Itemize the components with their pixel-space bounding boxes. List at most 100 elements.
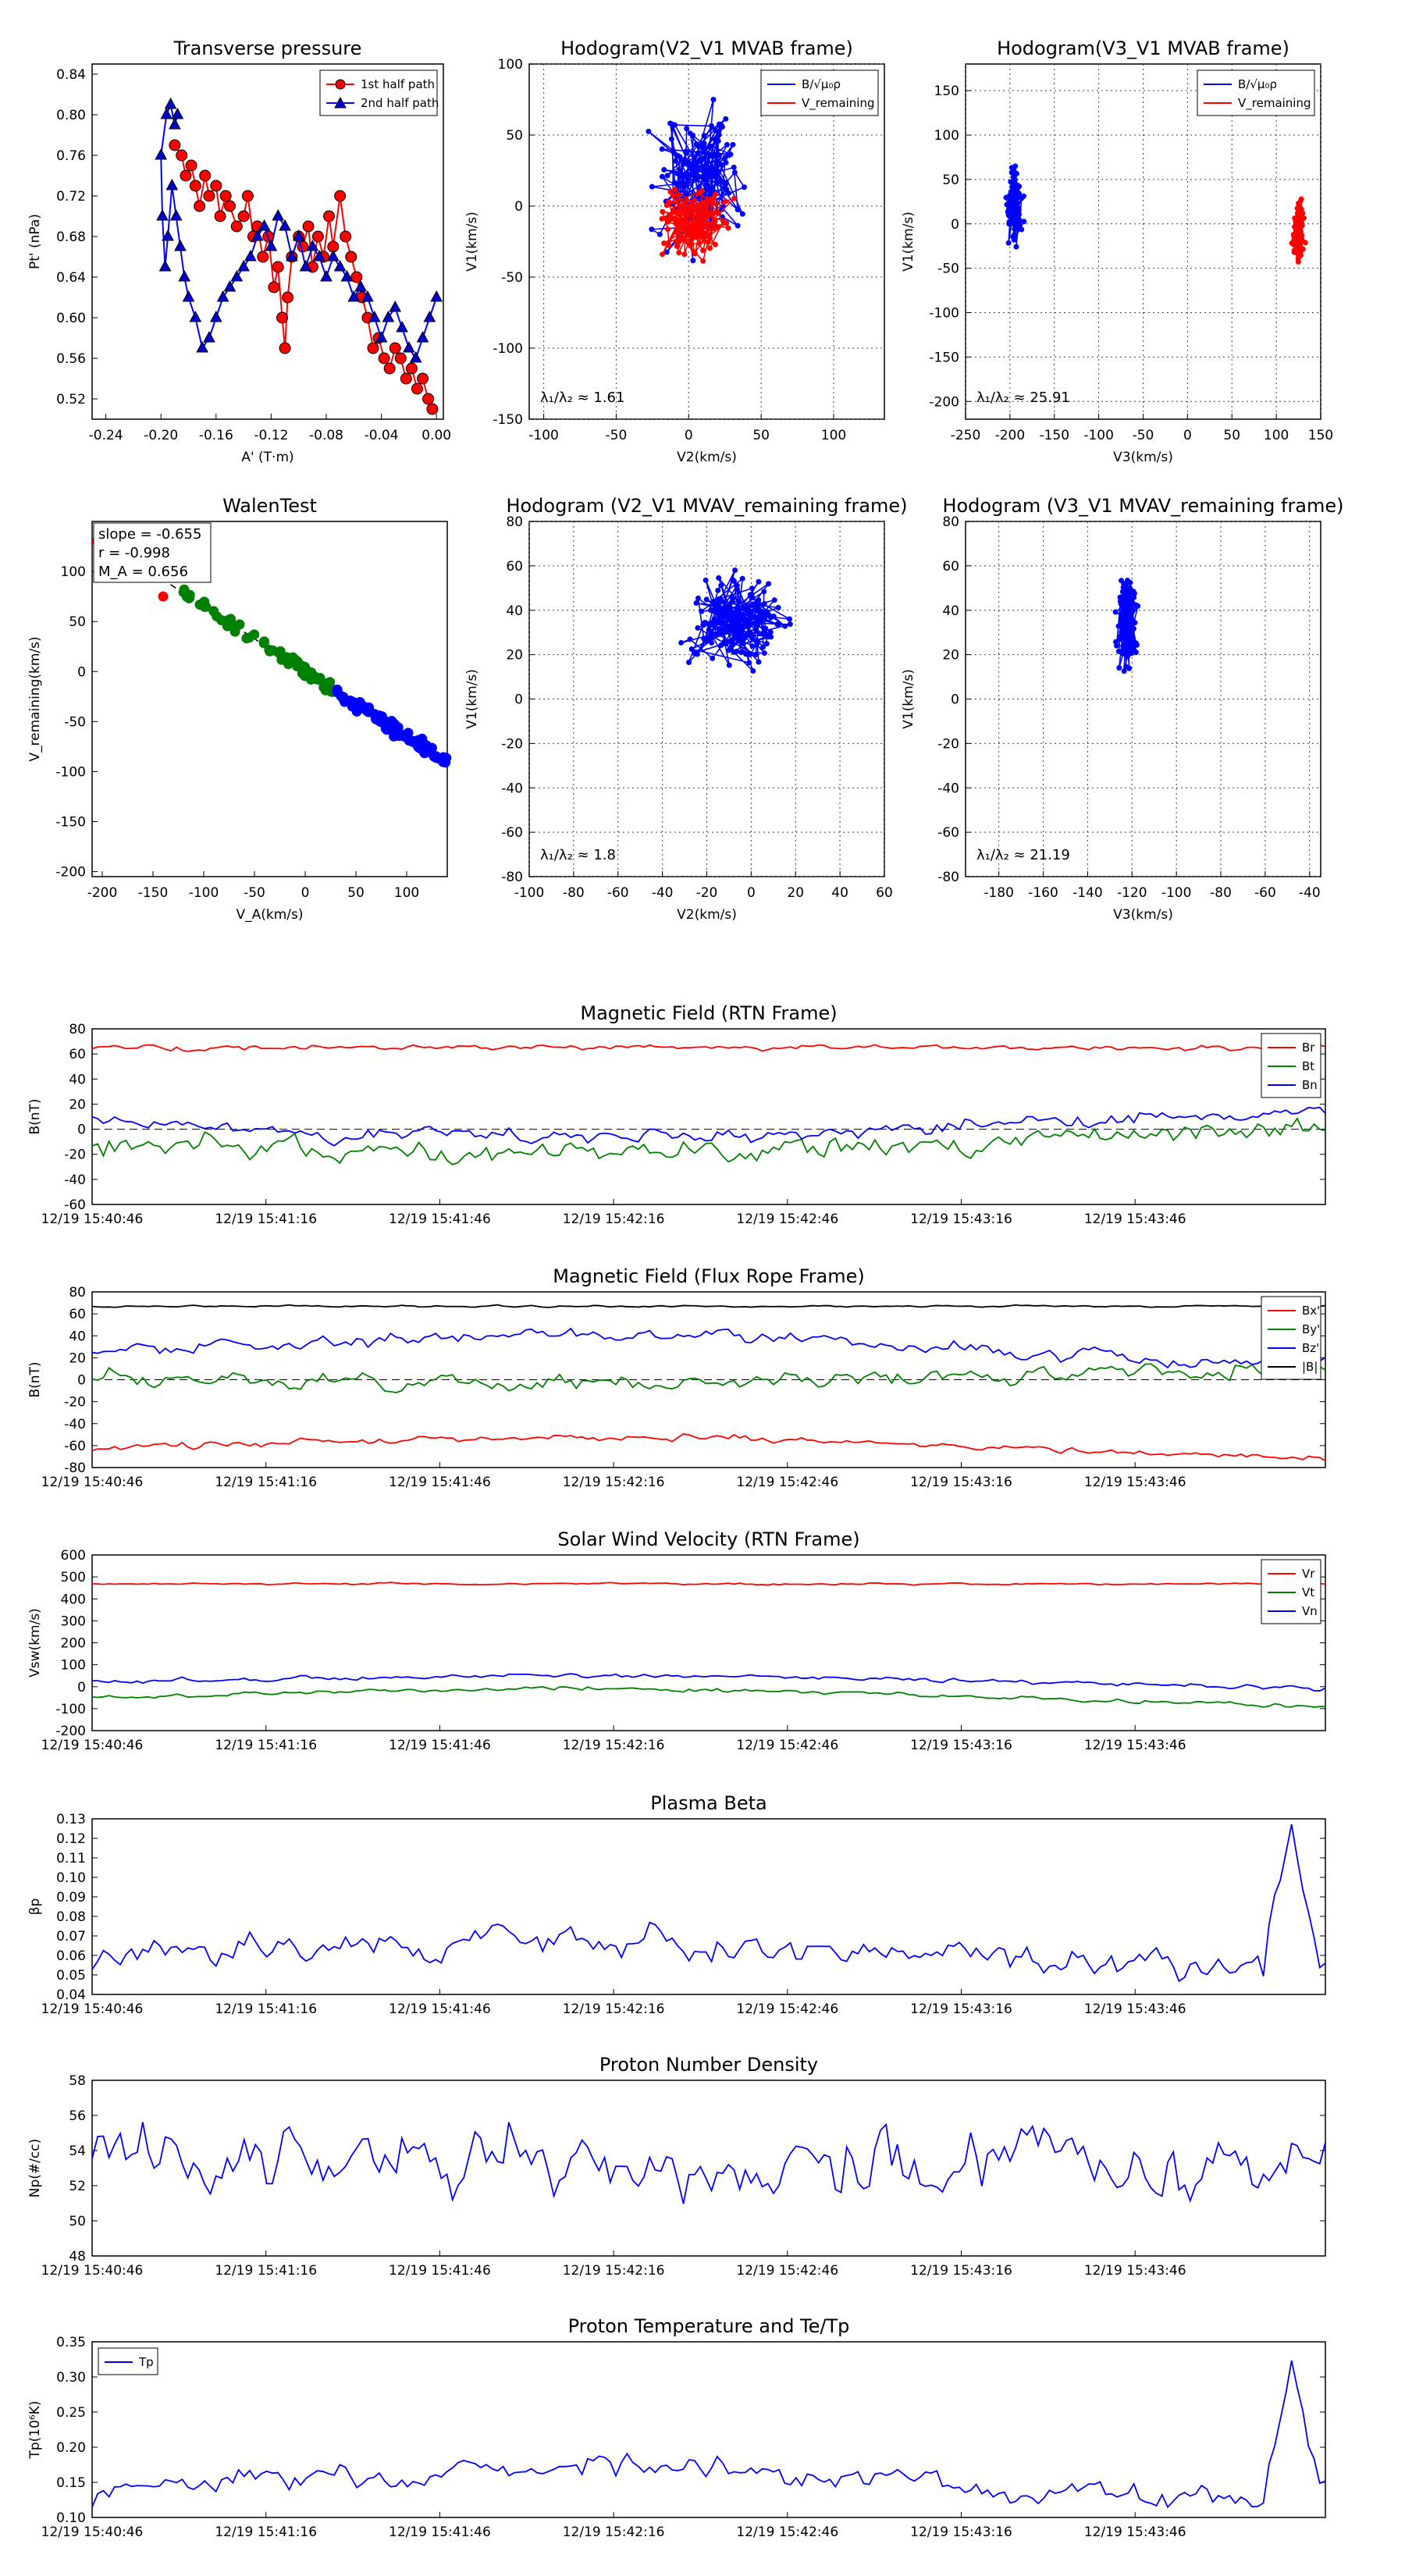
chart-proton-number-density: Proton Number Density 48 50 52 54 56 58 12/19 1… xyxy=(27,2054,1326,2279)
y-tick-label: 60 xyxy=(942,559,959,575)
data-point xyxy=(713,127,719,133)
data-point xyxy=(306,239,319,251)
y-tick-label: -80 xyxy=(64,1461,86,1476)
data-point xyxy=(702,209,708,215)
series-line-Vn xyxy=(91,1673,1326,1692)
data-point xyxy=(719,124,725,130)
data-point xyxy=(752,652,759,658)
legend-label: Vr xyxy=(1302,1567,1315,1581)
x-tick-label: 12/19 15:42:16 xyxy=(563,2524,665,2540)
legend-label: B/√μ₀ρ xyxy=(1238,77,1277,91)
x-tick-label: 50 xyxy=(347,885,365,901)
x-tick-label: 12/19 15:41:46 xyxy=(389,2001,491,2017)
data-point xyxy=(199,169,212,182)
x-tick-label: 12/19 15:42:46 xyxy=(736,2001,838,2017)
data-point xyxy=(203,190,215,202)
chart-magnetic-field-rtn: Magnetic Field (RTN Frame) -60 -40 -20 0 20 40… xyxy=(27,1002,1326,1227)
data-point xyxy=(756,659,762,665)
data-point xyxy=(715,137,721,144)
data-point xyxy=(695,166,702,173)
data-point xyxy=(286,249,298,262)
eigenvalue-ratio: λ₁/λ₂ ≈ 1.61 xyxy=(540,390,624,406)
x-tick-label: -200 xyxy=(995,428,1026,443)
data-point xyxy=(1300,246,1306,252)
y-tick-label: 0.30 xyxy=(56,2370,86,2386)
data-point xyxy=(732,568,738,574)
data-point xyxy=(234,619,245,630)
data-point xyxy=(249,629,260,640)
data-point xyxy=(666,242,672,248)
y-tick-label: 300 xyxy=(61,1614,86,1629)
data-point xyxy=(378,352,390,365)
data-point xyxy=(678,180,684,186)
data-point xyxy=(169,117,181,130)
data-point xyxy=(375,330,388,343)
data-point xyxy=(676,250,682,256)
x-tick-label: 12/19 15:41:16 xyxy=(215,1738,317,1753)
data-point xyxy=(701,176,707,183)
data-point xyxy=(426,742,437,753)
data-point xyxy=(340,269,354,282)
data-point xyxy=(158,591,169,602)
data-point xyxy=(739,211,745,217)
data-point xyxy=(747,652,753,658)
data-point xyxy=(216,290,229,302)
series-line-Np xyxy=(91,2122,1326,2204)
y-tick-label: -60 xyxy=(64,1439,86,1454)
series-line-|B| xyxy=(91,1304,1326,1308)
y-tick-label: 0.64 xyxy=(56,270,86,286)
data-point xyxy=(664,173,670,179)
data-point xyxy=(678,639,685,646)
y-tick-label: -100 xyxy=(55,764,86,780)
y-tick-label: 0 xyxy=(77,1373,86,1389)
x-tick-label: 50 xyxy=(1223,428,1240,443)
y-tick-label: 80 xyxy=(69,1022,86,1037)
x-tick-label: 12/19 15:42:46 xyxy=(736,2524,838,2540)
data-point xyxy=(311,230,324,243)
x-tick-label: 12/19 15:41:46 xyxy=(389,2524,491,2540)
data-point xyxy=(1010,178,1016,184)
y-tick-label: 0.68 xyxy=(56,229,86,245)
x-tick-label: 12/19 15:42:46 xyxy=(736,2263,838,2279)
chart-solar-wind-velocity: Solar Wind Velocity (RTN Frame) -200 -100 0… xyxy=(27,1528,1326,1753)
x-tick-label: -0.04 xyxy=(365,428,399,443)
y-tick-label: -40 xyxy=(501,781,523,796)
data-point xyxy=(219,190,232,202)
y-tick-label: 0 xyxy=(77,1680,86,1695)
data-point xyxy=(244,249,257,262)
data-point xyxy=(665,219,671,225)
y-axis-label: V1(km/s) xyxy=(464,212,480,272)
legend-label: B/√μ₀ρ xyxy=(802,77,841,91)
data-point xyxy=(158,259,172,272)
x-axis-label: V3(km/s) xyxy=(1113,450,1173,465)
data-point xyxy=(279,342,291,354)
data-point xyxy=(417,372,429,385)
data-point xyxy=(739,638,745,644)
data-point xyxy=(702,636,708,642)
y-tick-label: 48 xyxy=(69,2249,86,2265)
data-point xyxy=(683,227,689,233)
y-tick-label: -40 xyxy=(64,1172,86,1188)
y-tick-label: 0.07 xyxy=(56,1929,86,1944)
legend-label: V_remaining xyxy=(802,96,875,111)
data-point xyxy=(674,229,681,236)
data-point xyxy=(701,231,707,237)
x-tick-label: 12/19 15:43:16 xyxy=(910,1212,1012,1227)
y-tick-label: 100 xyxy=(61,564,86,580)
x-axis-label: A' (T·m) xyxy=(241,450,293,465)
data-point xyxy=(774,621,781,628)
x-tick-label: 12/19 15:43:16 xyxy=(910,1738,1012,1753)
data-point xyxy=(209,310,222,322)
data-point xyxy=(210,180,222,192)
y-axis-label: V1(km/s) xyxy=(464,669,480,729)
data-point xyxy=(710,200,717,206)
y-tick-label: 0 xyxy=(951,692,959,708)
y-tick-label: -20 xyxy=(501,736,523,752)
data-point xyxy=(723,628,729,635)
data-point xyxy=(212,610,222,621)
data-point xyxy=(696,240,702,247)
data-point xyxy=(1131,590,1137,596)
x-tick-label: 50 xyxy=(752,428,770,443)
x-tick-label: 12/19 15:43:46 xyxy=(1084,1475,1186,1490)
data-point xyxy=(692,158,699,165)
